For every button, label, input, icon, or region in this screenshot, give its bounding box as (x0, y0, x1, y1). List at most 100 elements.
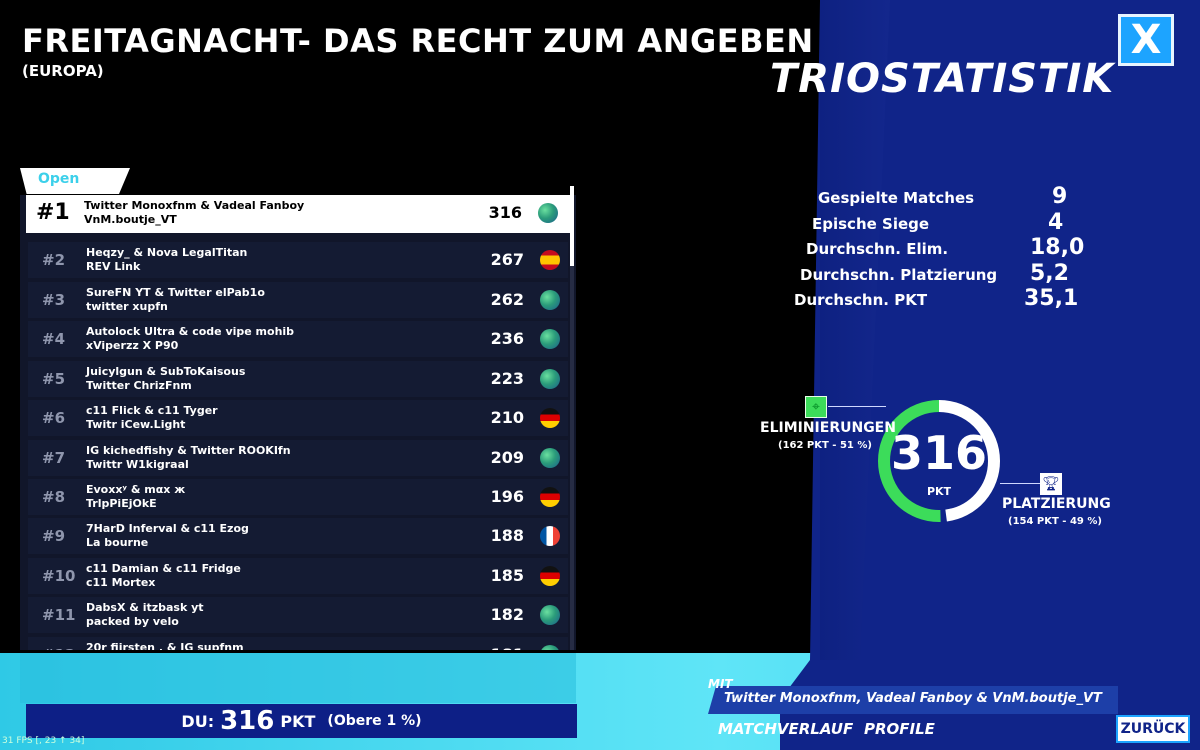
scrollbar-thumb[interactable] (570, 186, 574, 266)
team-points: 223 (490, 369, 524, 388)
team-names: c11 Flick & c11 Tyger Twitr iCew.Light (86, 404, 218, 432)
team-line1: 7HarD Inferval & c11 Ezog (86, 522, 249, 535)
team-points: 316 (488, 203, 522, 222)
rank: #4 (42, 330, 66, 348)
rank: #9 (42, 527, 66, 545)
team-line1: DabsX & itzbask yt (86, 601, 204, 614)
close-button[interactable]: X (1118, 14, 1174, 66)
elim-connector (828, 406, 886, 407)
team-line1: 20r fiirsten . & IG supfnm_ (86, 641, 250, 650)
rank: #5 (42, 370, 66, 388)
leaderboard: #1 Twitter Monoxfnm & Vadeal Fanboy VnM.bo… (20, 195, 576, 650)
leaderboard-fade (20, 653, 576, 703)
globe-icon (540, 290, 560, 310)
teammates-box (708, 686, 1118, 714)
team-names: DabsX & itzbask yt packed by velo (86, 601, 204, 629)
team-points: 182 (490, 605, 524, 624)
team-line2: xViperzz X P90 (86, 339, 179, 352)
team-names: IG kichedfishy & Twitter ROOKIfn Twittr W… (86, 444, 291, 472)
your-score-label: DU: (181, 711, 215, 731)
leaderboard-row[interactable]: #10 c11 Damian & c11 Fridge c11 Mortex 185 (28, 558, 568, 594)
donut-total: 316 (890, 426, 988, 480)
team-points: 210 (490, 408, 524, 427)
team-line1: Juicylgun & SubToKaisous (86, 365, 246, 378)
team-line1: SureFN YT & Twitter elPab1o (86, 286, 265, 299)
rank: #8 (42, 488, 66, 506)
elim-detail: (162 PKT - 51 %) (778, 440, 872, 451)
page-title: FREITAGNACHT- DAS RECHT ZUM ANGEBEN (22, 22, 814, 60)
team-line1: Autolock Ultra & code vipe mohib (86, 325, 295, 338)
team-points: 185 (490, 566, 524, 585)
tab-open[interactable]: Open (20, 168, 130, 194)
team-line2: TrlpPiEjOkE (86, 497, 157, 510)
teammates-label: MIT (708, 677, 733, 691)
team-points: 236 (490, 329, 524, 348)
leaderboard-row[interactable]: #4 Autolock Ultra & code vipe mohib xViper… (28, 321, 568, 357)
scroll-track[interactable] (570, 266, 574, 650)
team-line1: IG kichedfishy & Twitter ROOKIfn (86, 444, 291, 457)
team-line2: c11 Mortex (86, 576, 156, 589)
team-names: Heqzy_ & Nova LegalTitan REV Link (86, 246, 247, 274)
rank: #7 (42, 449, 66, 467)
leaderboard-row[interactable]: #9 7HarD Inferval & c11 Ezog La bourne 188 (28, 518, 568, 554)
rank: #12 (42, 646, 75, 650)
team-names: Juicylgun & SubToKaisous Twitter ChrizFnm (86, 365, 245, 393)
leaderboard-row[interactable]: #1 Twitter Monoxfnm & Vadeal Fanboy VnM.bo… (26, 195, 570, 233)
team-line2: packed by velo (86, 615, 179, 628)
stat-label: Durchschn. Elim. (806, 240, 949, 258)
tab-open-label: Open (38, 171, 80, 187)
globe-icon (540, 448, 560, 468)
globe-icon (538, 203, 558, 223)
stat-value: 5,2 (1030, 260, 1069, 286)
leaderboard-row[interactable]: #12 20r fiirsten . & IG supfnm_mobile exy… (28, 637, 568, 650)
placement-label: PLATZIERUNG (1002, 496, 1111, 512)
team-line2: La bourne (86, 536, 149, 549)
stats-title: TRIOSTATISTIK (770, 56, 1115, 102)
team-line2: Twitr iCew.Light (86, 418, 186, 431)
team-names: SureFN YT & Twitter elPab1o twitter xupfn (86, 286, 265, 314)
rank: #11 (42, 606, 76, 624)
flag-de-icon (540, 408, 560, 428)
team-line2: Twittr W1kigraal (86, 458, 189, 471)
flag-fr-icon (540, 526, 560, 546)
teammates-names: Twitter Monoxfnm, Vadeal Fanboy & VnM.bo… (724, 691, 1102, 706)
flag-es-icon (540, 250, 560, 270)
leaderboard-row[interactable]: #2 Heqzy_ & Nova LegalTitan REV Link 267 (28, 242, 568, 278)
team-points: 262 (490, 290, 524, 309)
leaderboard-row[interactable]: #6 c11 Flick & c11 Tyger Twitr iCew.Light 2… (28, 400, 568, 436)
leaderboard-row[interactable]: #11 DabsX & itzbask yt packed by velo 182 (28, 597, 568, 633)
team-points: 267 (490, 250, 524, 269)
team-line1: c11 Flick & c11 Tyger (86, 404, 218, 417)
rank: #1 (36, 200, 70, 225)
stat-value: 9 (1052, 184, 1068, 209)
rank: #2 (42, 251, 66, 269)
team-line1: Twitter Monoxfnm & Vadeal Fanboy (84, 199, 305, 212)
your-score-rank-note: (Obere 1 %) (327, 713, 422, 729)
leaderboard-row[interactable]: #7 IG kichedfishy & Twitter ROOKIfn Twittr… (28, 440, 568, 476)
globe-icon (540, 369, 560, 389)
donut-unit: PKT (926, 485, 952, 498)
back-button[interactable]: ZURÜCK (1116, 715, 1190, 743)
stat-label: Epische Siege (812, 214, 930, 233)
crosshair-icon: ⌖ (805, 396, 827, 418)
stat-value: 4 (1048, 209, 1064, 235)
match-history-link[interactable]: MATCHVERLAUF (718, 720, 854, 738)
region-label: (EUROPA) (22, 62, 104, 80)
points-donut-chart (878, 400, 1000, 522)
team-names: c11 Damian & c11 Fridge c11 Mortex (86, 562, 241, 590)
leaderboard-row[interactable]: #8 Evoxxʸ & mαх ж TrlpPiEjOkE 196 (28, 479, 568, 515)
team-points: 209 (490, 448, 524, 467)
team-names: Twitter Monoxfnm & Vadeal Fanboy VnM.bout… (84, 199, 304, 227)
globe-icon (540, 329, 560, 349)
stat-value: 35,1 (1024, 286, 1079, 311)
leaderboard-row[interactable]: #3 SureFN YT & Twitter elPab1o twitter xup… (28, 282, 568, 318)
stat-value: 18,0 (1030, 235, 1085, 260)
donut-slice-platzierung (878, 400, 1000, 522)
team-line2: REV Link (86, 260, 141, 273)
profile-link[interactable]: PROFILE (864, 720, 935, 738)
team-names: 20r fiirsten . & IG supfnm_mobile exy (86, 641, 249, 650)
leaderboard-row[interactable]: #5 Juicylgun & SubToKaisous Twitter ChrizF… (28, 361, 568, 397)
plac-connector (1000, 483, 1040, 484)
your-score-bar: DU: 316 PKT (Obere 1 %) (26, 704, 577, 738)
stat-label: Gespielte Matches (818, 189, 975, 207)
